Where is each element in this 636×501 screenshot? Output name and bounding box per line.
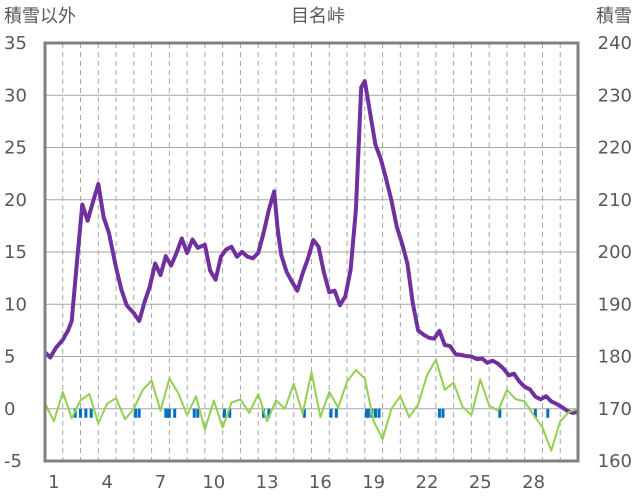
- x-tick-label: 4: [101, 472, 112, 493]
- snow-depth-line: [43, 79, 579, 415]
- left-tick-label: -5: [4, 451, 22, 472]
- precipitation-bar: [302, 408, 306, 418]
- right-tick-label: 220: [598, 138, 632, 159]
- left-axis-label: 積雪以外: [4, 6, 76, 27]
- precipitation-bar: [173, 408, 177, 418]
- precipitation-bar: [228, 408, 232, 418]
- left-tick-labels: -5 0 5 10 15 20 25 30 35: [4, 33, 27, 472]
- precipitation-bar: [373, 408, 377, 418]
- precipitation-bar: [84, 408, 88, 418]
- precipitation-bar: [137, 408, 141, 418]
- precipitation-bar: [329, 408, 333, 418]
- precipitation-bar: [546, 408, 550, 418]
- left-tick-label: 0: [4, 399, 15, 420]
- x-tick-label: 13: [256, 472, 279, 493]
- series-lines: [43, 79, 579, 452]
- precipitation-bar: [166, 408, 170, 418]
- x-tick-label: 19: [362, 472, 385, 493]
- left-tick-label: 15: [4, 242, 27, 263]
- precipitation-bar: [498, 408, 502, 418]
- plot-frame: [43, 41, 580, 463]
- right-tick-label: 230: [598, 85, 632, 106]
- left-tick-label: 10: [4, 294, 27, 315]
- x-tick-label: 7: [155, 472, 166, 493]
- precipitation-bar: [196, 408, 200, 418]
- left-tick-label: 30: [4, 85, 27, 106]
- x-tick-label: 1: [48, 472, 59, 493]
- right-tick-label: 190: [598, 294, 632, 315]
- x-tick-label: 10: [202, 472, 225, 493]
- precipitation-bar: [366, 408, 370, 418]
- left-tick-label: 5: [4, 347, 15, 368]
- x-tick-label: 16: [309, 472, 332, 493]
- left-tick-label: 25: [4, 138, 27, 159]
- right-tick-label: 170: [598, 399, 632, 420]
- x-tick-labels: 1 4 7 10 13 16 19 22 25 28: [48, 472, 545, 493]
- precipitation-bars: [73, 408, 550, 418]
- precipitation-bar: [334, 408, 338, 418]
- precipitation-bar: [222, 408, 226, 418]
- right-tick-label: 240: [598, 33, 632, 54]
- precipitation-bar: [533, 408, 537, 418]
- right-tick-labels: 160 170 180 190 200 210 220 230 240: [598, 33, 632, 472]
- precipitation-bar: [441, 408, 445, 418]
- temperature-line: [44, 358, 579, 452]
- x-tick-label: 25: [469, 472, 492, 493]
- precipitation-bar: [267, 408, 271, 418]
- right-tick-label: 210: [598, 190, 632, 211]
- precipitation-bar: [164, 408, 168, 418]
- precipitation-bar: [79, 408, 83, 418]
- chart-title: 目名峠: [291, 6, 345, 27]
- right-axis-label: 積雪: [596, 6, 632, 27]
- right-tick-label: 180: [598, 347, 632, 368]
- precipitation-bar: [167, 408, 171, 418]
- precipitation-bar: [437, 408, 441, 418]
- precipitation-bar: [89, 408, 93, 418]
- precipitation-bar: [134, 408, 138, 418]
- x-tick-label: 22: [416, 472, 439, 493]
- precipitation-bar: [192, 408, 196, 418]
- left-tick-label: 35: [4, 33, 27, 54]
- right-tick-label: 200: [598, 242, 632, 263]
- right-tick-label: 160: [598, 451, 632, 472]
- left-tick-label: 20: [4, 190, 27, 211]
- precipitation-bar: [377, 408, 381, 418]
- precipitation-bar: [365, 408, 369, 418]
- x-tick-label: 28: [522, 472, 545, 493]
